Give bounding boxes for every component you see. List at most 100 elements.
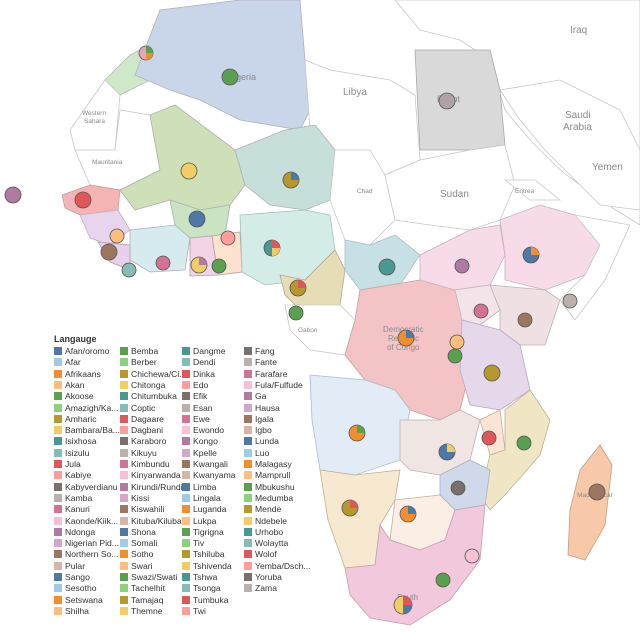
marker-mali[interactable] xyxy=(180,162,198,180)
legend-item[interactable]: Efik xyxy=(182,390,207,402)
marker-senegal[interactable] xyxy=(74,191,92,209)
legend-item[interactable]: Urhobo xyxy=(244,526,283,538)
legend-item[interactable]: Kabyverdianu xyxy=(54,481,118,493)
legend-item[interactable]: Somali xyxy=(120,537,157,549)
legend-item[interactable]: Kongo xyxy=(182,435,218,447)
marker-malawi[interactable] xyxy=(481,430,497,446)
legend-item[interactable]: Ndebele xyxy=(244,515,287,527)
marker-mozambique[interactable] xyxy=(516,435,532,451)
legend-item[interactable]: Ga xyxy=(244,390,266,402)
legend-item[interactable]: Yemba/Dsch... xyxy=(244,560,311,572)
marker-lesotho[interactable] xyxy=(435,572,451,588)
legend-item[interactable]: Tshiluba xyxy=(182,548,225,560)
legend-item[interactable]: Kaonde/Kiik... xyxy=(54,515,118,527)
legend-item[interactable]: Medumba xyxy=(244,492,293,504)
legend-item[interactable]: Tamajaq xyxy=(120,594,163,606)
marker-kenya[interactable] xyxy=(517,312,533,328)
legend-item[interactable]: Amazigh/Ka... xyxy=(54,402,119,414)
legend-item[interactable]: Swari xyxy=(120,560,153,572)
legend-item[interactable]: Bemba xyxy=(120,345,158,357)
country-south-sudan[interactable] xyxy=(419,224,506,291)
legend-item[interactable]: Amharic xyxy=(54,413,97,425)
legend-item[interactable]: Dagaare xyxy=(120,413,164,425)
legend-item[interactable]: Pular xyxy=(54,560,85,572)
marker-egypt[interactable] xyxy=(438,92,456,110)
marker-algeria[interactable] xyxy=(221,68,239,86)
legend-item[interactable]: Twi xyxy=(182,605,206,617)
marker-tanzania[interactable] xyxy=(483,364,501,382)
marker-madagascar[interactable] xyxy=(588,483,606,501)
legend-item[interactable]: Yoruba xyxy=(244,571,282,583)
country-niger[interactable] xyxy=(234,124,336,211)
legend-item[interactable]: Tsonga xyxy=(182,582,221,594)
legend-item[interactable]: Dendi xyxy=(182,356,215,368)
legend-item[interactable]: Edo xyxy=(182,379,208,391)
marker-rwanda[interactable] xyxy=(449,334,465,350)
legend-item[interactable]: Tiv xyxy=(182,537,204,549)
marker-guinea[interactable] xyxy=(109,228,125,244)
legend-item[interactable]: Bambara/Ba... xyxy=(54,424,120,436)
marker-sierra-leone[interactable] xyxy=(100,243,118,261)
legend-item[interactable]: Zama xyxy=(244,582,277,594)
legend-item[interactable]: Afan/oromo xyxy=(54,345,109,357)
legend-item[interactable]: Tachelhit xyxy=(120,582,165,594)
country-madagascar[interactable] xyxy=(567,444,613,561)
marker-benin[interactable] xyxy=(220,230,236,246)
legend-item[interactable]: Chitonga xyxy=(120,379,165,391)
legend-item[interactable]: Kpelle xyxy=(182,447,217,459)
legend-item[interactable]: Setswana xyxy=(54,594,103,606)
legend-item[interactable]: Mbukushu xyxy=(244,481,295,493)
legend-item[interactable]: Kimbundu xyxy=(120,458,170,470)
legend-item[interactable]: Farafare xyxy=(244,368,287,380)
legend-item[interactable]: Luganda xyxy=(182,503,226,515)
legend-item[interactable]: Fang xyxy=(244,345,275,357)
legend-item[interactable]: Akan xyxy=(54,379,85,391)
legend-item[interactable]: Limba xyxy=(182,481,216,493)
marker-equatorial-guinea[interactable] xyxy=(288,305,304,321)
legend-item[interactable]: Kikuyu xyxy=(120,447,157,459)
legend-item[interactable]: Dinka xyxy=(182,368,215,380)
legend-item[interactable]: Wolaytta xyxy=(244,537,288,549)
legend-item[interactable]: Shilha xyxy=(54,605,89,617)
legend-item[interactable]: Mende xyxy=(244,503,281,515)
country-angola[interactable] xyxy=(309,374,411,476)
legend-item[interactable]: Karaboro xyxy=(120,435,166,447)
legend-item[interactable]: Afrikaans xyxy=(54,368,101,380)
legend-item[interactable]: Wolof xyxy=(244,548,277,560)
legend-item[interactable]: Northern So... xyxy=(54,548,119,560)
marker-togo[interactable] xyxy=(211,258,227,274)
legend-item[interactable]: Swazi/Swati xyxy=(120,571,177,583)
country-tanzania[interactable] xyxy=(459,319,531,411)
legend-item[interactable]: Kinyarwanda xyxy=(120,469,181,481)
legend-item[interactable]: Lukpa xyxy=(182,515,216,527)
legend-item[interactable]: Luo xyxy=(244,447,269,459)
legend-item[interactable]: Kituba/Kiluba xyxy=(120,515,182,527)
marker-zimbabwe[interactable] xyxy=(450,480,466,496)
legend-item[interactable]: Dagbani xyxy=(120,424,163,436)
legend-item[interactable]: Ewe xyxy=(182,413,210,425)
legend-item[interactable]: Ewondo xyxy=(182,424,224,436)
legend-item[interactable]: Kissi xyxy=(120,492,149,504)
legend-item[interactable]: Kirundi/Rundi xyxy=(120,481,183,493)
legend-item[interactable]: Fula/Fulfude xyxy=(244,379,303,391)
legend-item[interactable]: Lingala xyxy=(182,492,221,504)
legend-item[interactable]: Tshivenda xyxy=(182,560,232,572)
legend-item[interactable]: Themne xyxy=(120,605,163,617)
legend-item[interactable]: Nigerian Pid... xyxy=(54,537,119,549)
legend-item[interactable]: Sango xyxy=(54,571,90,583)
legend-item[interactable]: Sesotho xyxy=(54,582,97,594)
legend-item[interactable]: Chichewa/Ci... xyxy=(120,368,186,380)
marker-car[interactable] xyxy=(378,258,396,276)
legend-item[interactable]: Malagasy xyxy=(244,458,292,470)
legend-item[interactable]: Igbo xyxy=(244,424,272,436)
legend-item[interactable]: Isizulu xyxy=(54,447,89,459)
legend-item[interactable]: Esan xyxy=(182,402,213,414)
legend-item[interactable]: Isixhosa xyxy=(54,435,97,447)
legend-item[interactable]: Shona xyxy=(120,526,156,538)
marker-burkina[interactable] xyxy=(188,210,206,228)
legend-item[interactable]: Coptic xyxy=(120,402,155,414)
legend-item[interactable]: Kabiye xyxy=(54,469,91,481)
legend-item[interactable]: Kwanyama xyxy=(182,469,236,481)
marker-cote-divoire[interactable] xyxy=(155,255,171,271)
legend-item[interactable]: Tshwa xyxy=(182,571,217,583)
